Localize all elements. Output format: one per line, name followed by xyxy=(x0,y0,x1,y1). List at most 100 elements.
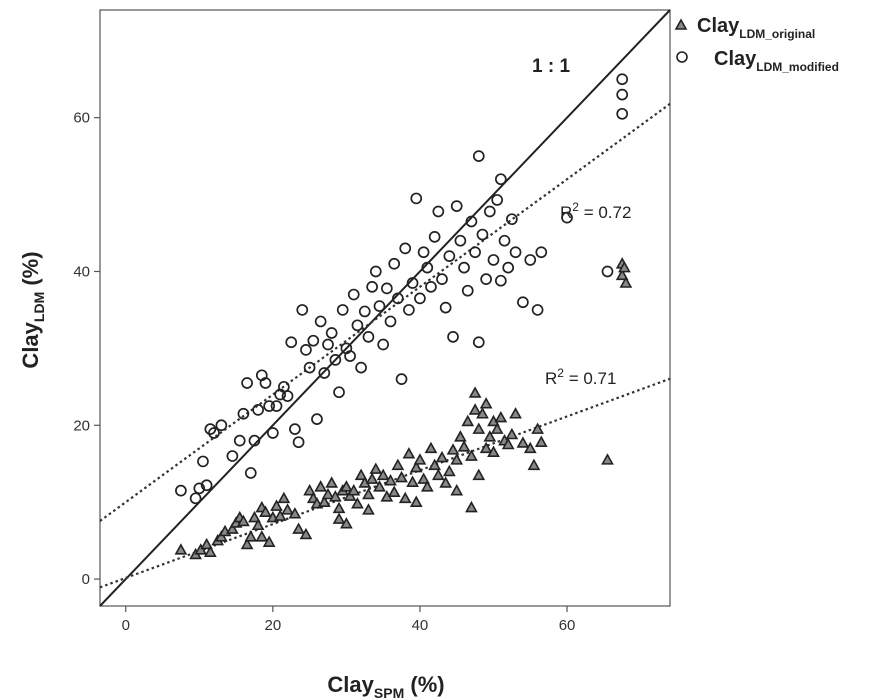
point-modified xyxy=(233,434,246,447)
point-modified xyxy=(531,304,544,316)
point-original xyxy=(531,422,544,434)
point-original xyxy=(340,480,353,492)
point-modified xyxy=(344,350,356,362)
point-modified xyxy=(292,436,305,449)
point-original xyxy=(259,505,272,517)
point-original xyxy=(479,441,493,454)
fit-line-modified xyxy=(99,102,671,522)
x-tick-label: 20 xyxy=(264,617,281,634)
point-modified xyxy=(215,419,228,432)
point-original xyxy=(413,453,427,465)
point-original xyxy=(281,503,294,515)
point-original xyxy=(435,450,449,463)
point-modified xyxy=(476,228,489,241)
point-modified xyxy=(333,386,345,399)
point-original xyxy=(347,483,361,496)
point-original xyxy=(328,490,342,502)
point-original xyxy=(369,462,383,474)
point-original xyxy=(454,430,467,442)
point-modified xyxy=(366,281,378,293)
point-modified xyxy=(281,390,294,402)
point-modified xyxy=(322,338,334,351)
legend: ClayLDM_original ClayLDM_modified xyxy=(674,15,839,74)
point-modified xyxy=(380,282,393,295)
point-modified xyxy=(270,400,283,412)
point-original xyxy=(365,472,379,484)
point-modified xyxy=(226,450,239,462)
point-original xyxy=(465,500,478,513)
point-modified xyxy=(406,277,419,289)
point-original xyxy=(420,480,434,492)
point-original xyxy=(406,475,419,487)
point-modified xyxy=(524,254,537,266)
point-modified xyxy=(469,246,481,259)
point-modified xyxy=(259,377,272,389)
point-modified xyxy=(447,330,459,343)
point-modified xyxy=(248,434,261,447)
point-modified xyxy=(311,413,323,425)
point-original xyxy=(490,422,504,434)
point-modified xyxy=(175,484,187,497)
point-original xyxy=(450,453,464,465)
point-modified xyxy=(296,304,309,316)
y-axis-title: ClayLDM (%) xyxy=(18,251,47,368)
point-original xyxy=(354,468,368,481)
point-modified xyxy=(392,292,404,305)
point-original xyxy=(332,512,346,524)
point-original xyxy=(457,440,471,452)
point-modified xyxy=(347,288,360,301)
point-original xyxy=(465,449,478,461)
point-modified xyxy=(517,296,529,309)
point-original xyxy=(288,507,302,519)
point-modified xyxy=(204,423,217,435)
legend-label-modified: ClayLDM_modified xyxy=(714,48,839,74)
point-original xyxy=(299,527,313,540)
point-original xyxy=(494,410,508,423)
point-modified xyxy=(487,254,500,266)
point-modified xyxy=(417,246,430,259)
point-modified xyxy=(561,211,573,224)
point-original xyxy=(442,464,456,477)
point-modified xyxy=(377,338,390,351)
point-original xyxy=(601,453,614,465)
point-modified xyxy=(399,242,412,255)
point-original xyxy=(618,260,631,273)
point-modified xyxy=(200,479,213,492)
x-tick-label: 40 xyxy=(412,617,429,634)
point-original xyxy=(174,543,188,555)
legend-label-original: ClayLDM_original xyxy=(697,15,815,41)
point-modified xyxy=(336,304,349,316)
point-modified xyxy=(355,361,367,374)
point-modified xyxy=(436,273,448,286)
point-original xyxy=(248,510,261,523)
point-modified xyxy=(472,150,485,162)
point-original xyxy=(343,489,357,501)
point-modified xyxy=(314,315,327,328)
point-modified xyxy=(432,205,445,218)
point-original xyxy=(237,514,250,527)
point-modified xyxy=(193,482,206,495)
point-original xyxy=(277,491,291,504)
point-modified xyxy=(472,336,485,349)
point-modified xyxy=(358,305,371,318)
point-modified xyxy=(289,423,301,435)
point-original xyxy=(468,403,482,415)
point-original xyxy=(409,460,423,473)
point-original xyxy=(325,476,339,488)
identity-line-label: 1 : 1 xyxy=(532,56,570,77)
point-original xyxy=(373,480,386,492)
point-original xyxy=(516,436,530,448)
fit-line-original xyxy=(99,377,671,589)
point-modified xyxy=(285,336,298,349)
point-original xyxy=(450,483,464,496)
point-modified xyxy=(362,330,375,343)
point-modified xyxy=(263,400,276,412)
point-original xyxy=(362,487,375,500)
point-modified xyxy=(494,274,507,287)
point-modified xyxy=(450,200,463,212)
point-original xyxy=(527,458,541,471)
point-modified xyxy=(461,284,474,297)
x-tick-label: 60 xyxy=(559,617,576,634)
plot-frame xyxy=(99,9,671,607)
point-original xyxy=(479,397,493,409)
